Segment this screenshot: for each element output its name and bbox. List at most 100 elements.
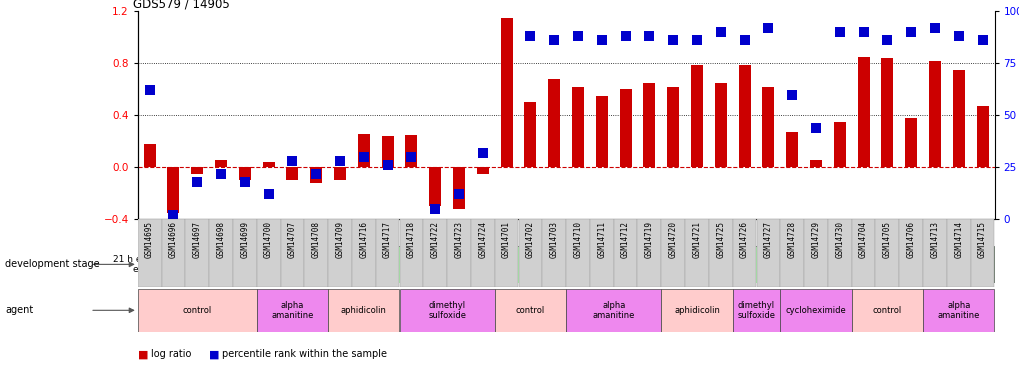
Bar <box>922 219 946 287</box>
Bar <box>542 219 566 287</box>
Bar <box>304 219 328 287</box>
Point <box>427 206 443 212</box>
Bar <box>161 219 185 287</box>
Text: GSM14698: GSM14698 <box>216 221 225 258</box>
Point <box>450 191 467 197</box>
Text: alpha
amanitine: alpha amanitine <box>271 301 313 320</box>
Text: 32 h late 1-cell embryo: 32 h late 1-cell embryo <box>275 260 380 269</box>
Bar <box>144 144 156 167</box>
Bar <box>209 219 232 287</box>
Bar <box>446 219 471 287</box>
Point <box>926 25 943 31</box>
Point <box>213 171 229 177</box>
Text: ■: ■ <box>209 350 219 359</box>
Bar <box>827 219 851 287</box>
Text: GSM14724: GSM14724 <box>478 221 487 258</box>
Bar <box>620 89 631 167</box>
Bar <box>471 219 494 287</box>
Text: GSM14718: GSM14718 <box>407 221 416 258</box>
Bar <box>375 219 399 287</box>
Bar <box>762 87 773 167</box>
Text: percentile rank within the sample: percentile rank within the sample <box>222 350 387 359</box>
Bar <box>786 132 798 167</box>
Text: alpha
amanitine: alpha amanitine <box>592 301 634 320</box>
Text: GSM14717: GSM14717 <box>383 221 391 258</box>
Bar <box>660 289 732 332</box>
Bar <box>257 289 328 332</box>
Bar <box>970 219 994 287</box>
Bar <box>595 96 607 167</box>
Bar <box>952 70 964 167</box>
Point <box>189 179 205 185</box>
Bar <box>834 122 845 167</box>
Point <box>331 158 347 164</box>
Point <box>545 38 561 44</box>
Text: GSM14706: GSM14706 <box>906 221 915 258</box>
Text: cycloheximide: cycloheximide <box>785 306 846 315</box>
Point <box>784 92 800 98</box>
Text: GSM14721: GSM14721 <box>692 221 701 258</box>
Point <box>260 191 276 197</box>
Point <box>474 150 490 156</box>
Bar <box>138 219 161 287</box>
Point <box>830 29 847 35</box>
Text: GSM14719: GSM14719 <box>644 221 653 258</box>
Point <box>308 171 324 177</box>
Point <box>950 33 966 39</box>
Text: GSM14701: GSM14701 <box>501 221 511 258</box>
Text: GSM14711: GSM14711 <box>597 221 605 258</box>
Text: dimethyl
sulfoxide: dimethyl sulfoxide <box>737 301 774 320</box>
Bar <box>423 219 446 287</box>
Bar <box>637 219 660 287</box>
Bar <box>809 159 821 167</box>
Bar <box>851 289 922 332</box>
Bar <box>976 106 987 167</box>
Text: 43 h early 2-cell embryo: 43 h early 2-cell embryo <box>618 260 728 269</box>
Bar <box>358 134 370 167</box>
Bar <box>494 289 566 332</box>
Bar <box>732 219 756 287</box>
Bar <box>874 219 899 287</box>
Text: control: control <box>516 306 544 315</box>
Bar <box>477 167 488 174</box>
Text: GSM14708: GSM14708 <box>312 221 320 258</box>
Point <box>902 29 918 35</box>
Bar <box>566 289 660 332</box>
Bar <box>589 219 613 287</box>
Point <box>878 38 895 44</box>
Bar <box>381 136 393 167</box>
Bar <box>928 61 941 167</box>
Text: control: control <box>182 306 212 315</box>
Point <box>807 125 823 131</box>
Bar <box>399 219 423 287</box>
Bar <box>399 289 494 332</box>
Point <box>236 179 253 185</box>
Bar <box>572 87 583 167</box>
Text: GSM14715: GSM14715 <box>977 221 986 258</box>
Bar <box>880 58 893 167</box>
Text: control: control <box>872 306 901 315</box>
Bar <box>905 118 916 167</box>
Point <box>379 162 395 168</box>
Text: GSM14713: GSM14713 <box>929 221 938 258</box>
Point <box>759 25 775 31</box>
Bar <box>494 246 851 283</box>
Text: GSM14723: GSM14723 <box>454 221 463 258</box>
Text: GSM14714: GSM14714 <box>954 221 962 258</box>
Text: GSM14704: GSM14704 <box>858 221 867 258</box>
Bar <box>161 246 494 283</box>
Point <box>616 33 633 39</box>
Text: GSM14703: GSM14703 <box>549 221 558 258</box>
Text: GDS579 / 14905: GDS579 / 14905 <box>133 0 230 10</box>
Point <box>165 212 181 218</box>
Bar <box>328 219 352 287</box>
Text: GSM14697: GSM14697 <box>193 221 202 258</box>
Text: GSM14722: GSM14722 <box>430 221 439 258</box>
Bar <box>138 246 161 283</box>
Text: GSM14700: GSM14700 <box>264 221 273 258</box>
Bar <box>286 167 299 180</box>
Point <box>736 38 752 44</box>
Text: 21 h early 1-cell
embryо: 21 h early 1-cell embryо <box>113 255 186 274</box>
Bar <box>780 289 851 332</box>
Bar <box>263 162 274 167</box>
